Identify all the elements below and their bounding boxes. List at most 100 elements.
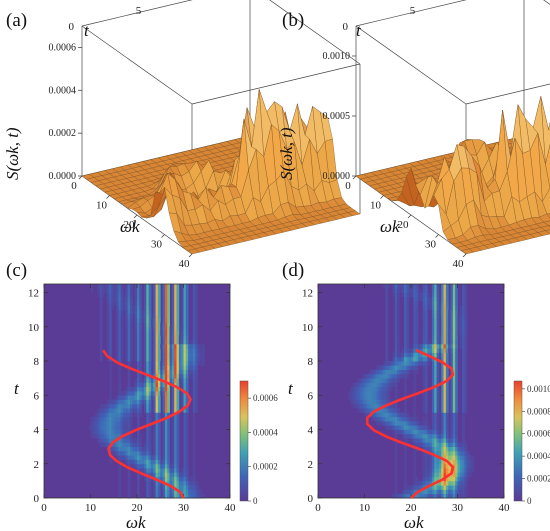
heatmap-cell	[427, 438, 430, 443]
colorbar-tick-label: 0	[253, 496, 258, 506]
heatmap-cell	[120, 450, 124, 456]
heatmap-cell	[167, 446, 170, 452]
heatmap-cell	[109, 326, 112, 332]
heatmap-cell	[431, 326, 435, 332]
heatmap-cell	[406, 369, 410, 375]
heatmap-cell	[406, 356, 410, 362]
heatmap-cell	[185, 463, 189, 469]
heatmap-cell	[185, 296, 189, 302]
heatmap-cell	[195, 378, 198, 383]
heatmap-cell	[445, 391, 449, 396]
heatmap-cell	[376, 373, 379, 379]
heatmap-cell	[413, 339, 417, 345]
heatmap-cell	[183, 433, 187, 439]
heatmap-cell	[125, 313, 129, 319]
heatmap-cell	[443, 455, 447, 460]
heatmap-cell	[415, 480, 419, 486]
heatmap-cell	[452, 331, 456, 336]
heatmap-cell	[162, 438, 166, 443]
heatmap-cell	[371, 408, 375, 413]
heatmap-cell	[139, 472, 143, 477]
heatmap-cell	[424, 382, 428, 388]
heatmap-cell	[157, 493, 161, 499]
heatmap-cell	[404, 463, 407, 469]
heatmap-cell	[153, 348, 157, 353]
heatmap-cell	[169, 369, 173, 375]
heatmap-cell	[157, 425, 161, 430]
heatmap-cell	[404, 309, 407, 315]
heatmap-cell	[445, 348, 449, 353]
heatmap-cell	[134, 459, 138, 465]
heatmap-cell	[455, 416, 458, 422]
heatmap-cell	[411, 420, 414, 426]
heatmap-cell	[132, 438, 136, 443]
heatmap-cell	[455, 296, 458, 302]
heatmap-cell	[464, 356, 468, 362]
heatmap-cell	[90, 433, 94, 439]
heatmap-cell	[118, 493, 122, 499]
heatmap-cell	[445, 288, 449, 293]
heatmap-cell	[164, 438, 168, 443]
heatmap-cell	[397, 284, 400, 289]
heatmap-cell	[132, 446, 136, 452]
heatmap-cell	[162, 468, 166, 473]
heatmap-cell	[443, 425, 447, 430]
heatmap-cell	[127, 446, 131, 452]
heatmap-cell	[192, 399, 196, 405]
heatmap-cell	[462, 365, 465, 370]
heatmap-cell	[155, 305, 159, 311]
heatmap-cell	[438, 301, 442, 306]
heatmap-cell	[462, 429, 465, 435]
heatmap-cell	[139, 386, 143, 392]
heatmap-cell	[167, 352, 170, 358]
heatmap-cell	[406, 343, 410, 349]
z-tick-label: 0.0000	[49, 171, 77, 182]
heatmap-cell	[162, 309, 166, 315]
heatmap-cell	[457, 318, 461, 323]
heatmap-cell	[457, 322, 461, 328]
heatmap-cell	[431, 455, 435, 460]
heatmap-cell	[448, 348, 451, 353]
heatmap-cell	[102, 425, 105, 430]
heatmap-cell	[408, 284, 412, 289]
heatmap-cell	[127, 459, 131, 465]
heatmap-cell	[192, 378, 196, 383]
heatmap-cell	[392, 292, 396, 298]
heatmap-cell	[387, 395, 391, 400]
heatmap-cell	[397, 416, 400, 422]
heatmap-cell	[153, 305, 157, 311]
heatmap-cell	[139, 309, 143, 315]
heatmap-cell	[436, 472, 440, 477]
heatmap-cell	[164, 476, 168, 482]
heatmap-cell	[415, 438, 419, 443]
y-tick-label: 5	[136, 5, 142, 17]
heatmap-cell	[445, 369, 449, 375]
heatmap-cell	[436, 378, 440, 383]
heatmap-cell	[185, 378, 189, 383]
heatmap-cell	[118, 301, 122, 306]
heatmap-cell	[383, 386, 386, 392]
heatmap-cell	[383, 382, 386, 388]
heatmap-cell	[176, 420, 180, 426]
heatmap-cell	[431, 335, 435, 341]
heatmap-cell	[436, 296, 440, 302]
heatmap-cell	[118, 429, 122, 435]
heatmap-cell	[192, 403, 196, 409]
heatmap-cell	[424, 450, 428, 456]
heatmap-cell	[362, 378, 365, 383]
heatmap-cell	[190, 369, 194, 375]
heatmap-cell	[174, 326, 177, 332]
heatmap-cell	[92, 420, 96, 426]
heatmap-cell	[364, 412, 368, 418]
heatmap-cell	[116, 339, 119, 345]
heatmap-cell	[404, 305, 407, 311]
heatmap-cell	[181, 288, 184, 293]
heatmap-cell	[192, 433, 196, 439]
heatmap-cell	[357, 408, 361, 413]
heatmap-cell	[116, 399, 119, 405]
heatmap-cell	[137, 485, 140, 490]
heatmap-cell	[146, 296, 150, 302]
heatmap-cell	[413, 480, 417, 486]
y-tick-label: 0	[69, 21, 75, 33]
heatmap-cell	[438, 446, 442, 452]
